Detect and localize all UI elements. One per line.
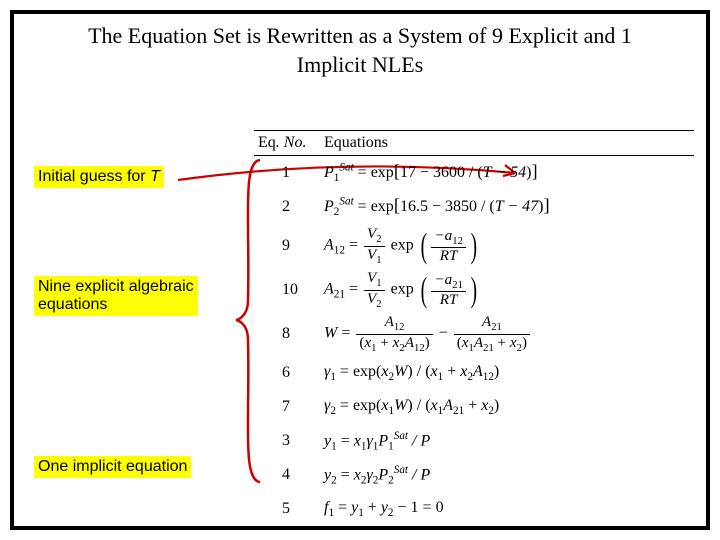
- title-line1: The Equation Set is Rewritten as a Syste…: [88, 23, 632, 48]
- table-row: 2 P2Sat = exp[16.5 − 3850 / (T − 47)]: [254, 190, 694, 224]
- eq-no: 10: [254, 281, 324, 299]
- table-row: 4 y2 = x2γ2P2Sat / P: [254, 458, 694, 492]
- table-row: 8 W = A12(x1 + x2A12) − A21(x1A21 + x2): [254, 312, 694, 356]
- slide-title: The Equation Set is Rewritten as a Syste…: [50, 22, 670, 79]
- eq-expr: A21 = V1V2 exp (−a21RT): [324, 270, 694, 309]
- title-line2: Implicit NLEs: [297, 52, 423, 77]
- hdr-equations: Equations: [324, 134, 694, 152]
- label-initial-guess: Initial guess for T: [34, 166, 164, 188]
- table-row: 1 P1Sat = exp[17 − 3600 / (T − 54)]: [254, 156, 694, 190]
- eq-no: 6: [254, 364, 324, 382]
- table-row: 10 A21 = V1V2 exp (−a21RT): [254, 268, 694, 312]
- table-row: 6 γ1 = exp(x2W) / (x1 + x2A12): [254, 356, 694, 390]
- table-row: 9 A12 = V2V1 exp (−a12RT): [254, 224, 694, 268]
- table-row: 3 y1 = x1γ1P1Sat / P: [254, 424, 694, 458]
- eq-no: 3: [254, 432, 324, 450]
- table-bottom-rule: [254, 526, 694, 527]
- eq-expr: γ1 = exp(x2W) / (x1 + x2A12): [324, 363, 694, 383]
- eq-no: 2: [254, 198, 324, 216]
- eq-expr: A12 = V2V1 exp (−a12RT): [324, 226, 694, 265]
- equation-table: Eq. No. Equations 1 P1Sat = exp[17 − 360…: [254, 130, 694, 527]
- eq-expr: P1Sat = exp[17 − 3600 / (T − 54)]: [324, 161, 694, 184]
- eq-no: 5: [254, 500, 324, 518]
- eq-no: 4: [254, 466, 324, 484]
- eq-expr: f1 = y1 + y2 − 1 = 0: [324, 499, 694, 519]
- eq-expr: γ2 = exp(x1W) / (x1A21 + x2): [324, 397, 694, 417]
- label-one-implicit: One implicit equation: [34, 456, 191, 478]
- eq-expr: P2Sat = exp[16.5 − 3850 / (T − 47)]: [324, 195, 694, 218]
- table-row: 5 f1 = y1 + y2 − 1 = 0: [254, 492, 694, 526]
- eq-no: 8: [254, 325, 324, 343]
- eq-no: 9: [254, 237, 324, 255]
- eq-no: 1: [254, 164, 324, 182]
- hdr-eq-no: Eq. No.: [254, 134, 324, 152]
- eq-expr: y1 = x1γ1P1Sat / P: [324, 430, 694, 453]
- table-row: 7 γ2 = exp(x1W) / (x1A21 + x2): [254, 390, 694, 424]
- eq-expr: W = A12(x1 + x2A12) − A21(x1A21 + x2): [324, 314, 694, 353]
- table-header: Eq. No. Equations: [254, 130, 694, 156]
- label-nine-explicit: Nine explicit algebraic equations: [34, 276, 198, 316]
- eq-expr: y2 = x2γ2P2Sat / P: [324, 464, 694, 487]
- eq-no: 7: [254, 398, 324, 416]
